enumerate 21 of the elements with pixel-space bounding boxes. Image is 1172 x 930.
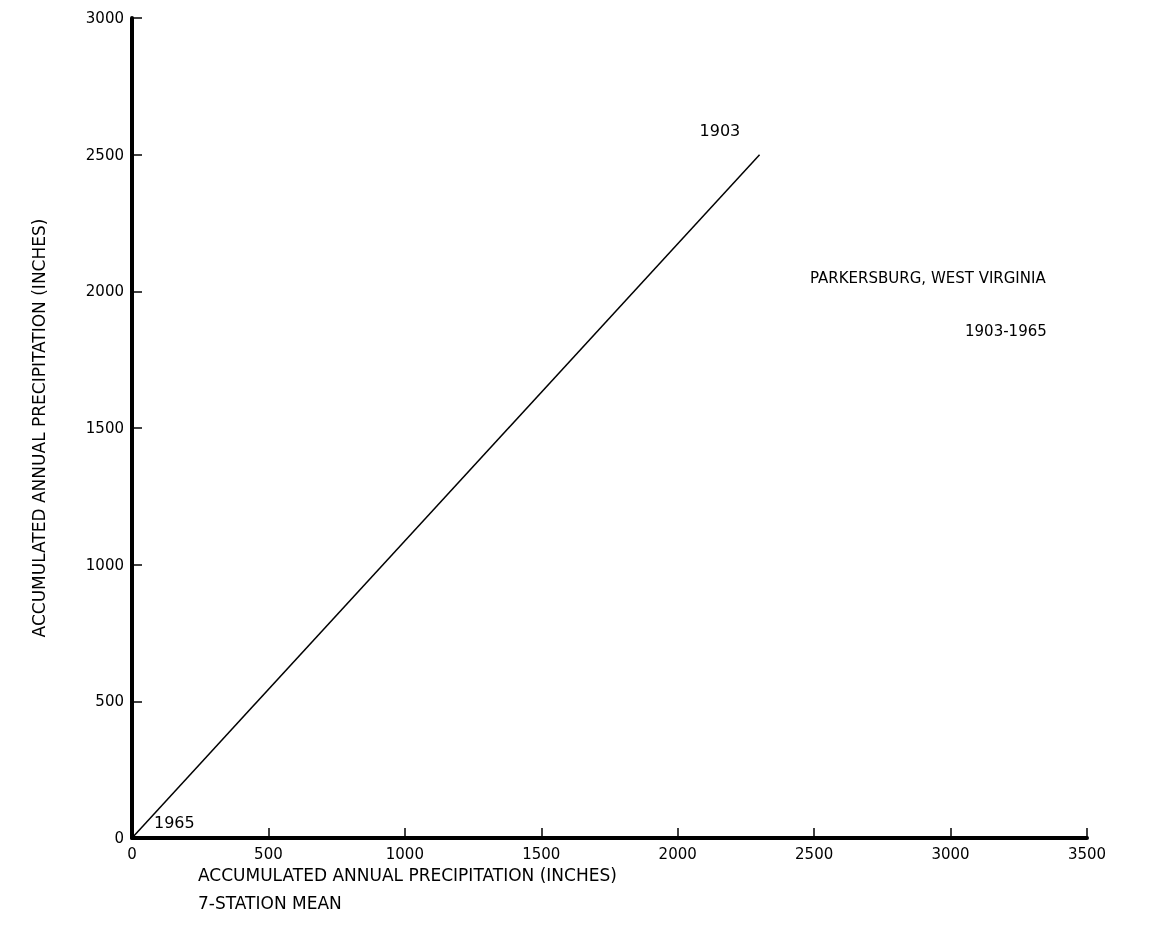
y-tick-label: 500: [95, 692, 124, 711]
x-tick-label: 3000: [931, 844, 970, 863]
x-axis-title: ACCUMULATED ANNUAL PRECIPITATION (INCHES) 7-STATION MEAN: [198, 864, 617, 913]
annotation: 1903: [699, 121, 741, 141]
y-tick-label: 1000: [85, 555, 124, 574]
y-tick-label: 2500: [85, 145, 124, 164]
y-tick-label: 3000: [85, 9, 124, 27]
x-tick-label: 0: [127, 844, 137, 863]
y-tick-label: 2000: [85, 282, 124, 301]
y-tick-label: 1500: [85, 419, 124, 437]
y-tick-label: 0: [114, 829, 124, 847]
x-tick-label: 1000: [385, 844, 424, 863]
x-tick-label: 2500: [795, 844, 834, 863]
x-tick-label: 3500: [1067, 844, 1107, 863]
y-axis-title: ACCUMULATED ANNUAL PRECIPITATION (INCHES): [28, 218, 49, 638]
annotation: 1965: [154, 812, 195, 832]
x-tick-label: 500: [254, 844, 283, 863]
text: PARKERSBURG, WEST VIRGINIA: [810, 268, 1047, 287]
x-tick-label: 1500: [522, 844, 561, 863]
text: 1903-1965: [965, 321, 1047, 340]
x-tick-label: 2000: [658, 844, 697, 863]
